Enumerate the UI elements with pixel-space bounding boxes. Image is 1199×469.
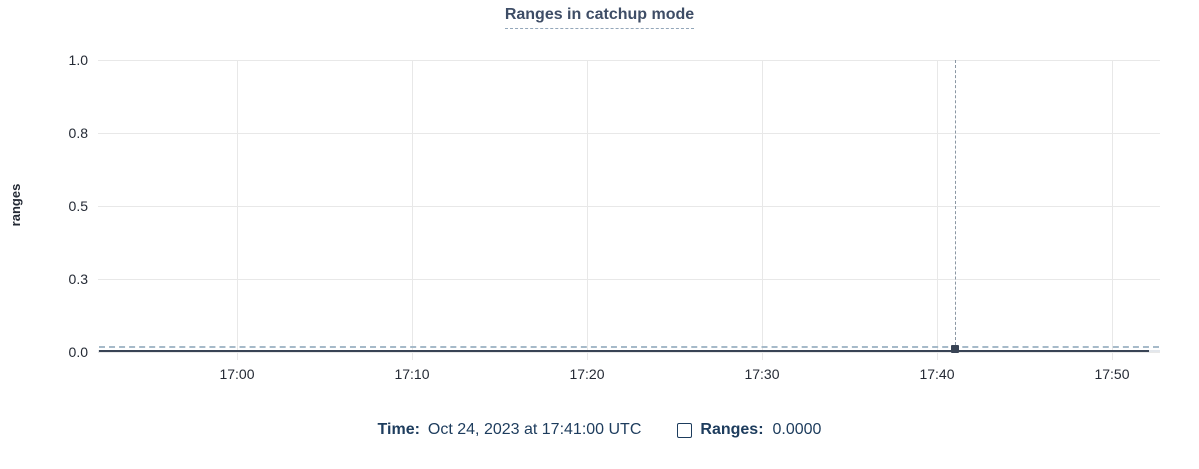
x-tick-mark: [762, 352, 763, 360]
y-tick-label: 0.3: [68, 271, 88, 287]
x-tick-mark: [587, 352, 588, 360]
legend-series-value: 0.0000: [772, 421, 822, 438]
legend-series-label: Ranges:: [700, 421, 764, 438]
y-tick-label: 0.5: [68, 198, 88, 214]
x-tick-label: 17:50: [1094, 366, 1130, 382]
x-tick-mark: [412, 352, 413, 360]
hover-point-dot: [950, 345, 959, 353]
chart-header: Ranges in catchup mode: [0, 6, 1199, 29]
legend-time-value: Oct 24, 2023 at 17:41:00 UTC: [427, 421, 642, 438]
y-tick-label: 1.0: [68, 52, 88, 68]
y-gridline: [98, 60, 1160, 61]
y-gridline: [98, 279, 1160, 280]
x-gridline: [1112, 60, 1113, 352]
x-gridline: [237, 60, 238, 352]
x-gridline: [412, 60, 413, 352]
ranges-checkbox[interactable]: [677, 422, 693, 438]
chart-title[interactable]: Ranges in catchup mode: [504, 6, 695, 29]
hover-crosshair-line: [954, 60, 956, 345]
x-gridline: [937, 60, 938, 352]
x-tick-label: 17:20: [569, 366, 605, 382]
y-tick-label: 0.0: [68, 344, 88, 360]
x-tick-label: 17:30: [744, 366, 780, 382]
x-tick-mark: [1112, 352, 1113, 360]
hover-legend: Time: Oct 24, 2023 at 17:41:00 UTC Range…: [0, 421, 1199, 439]
y-gridline: [98, 133, 1160, 134]
x-tick-label: 17:10: [394, 366, 430, 382]
y-tick-label: 0.8: [68, 125, 88, 141]
x-gridline: [587, 60, 588, 352]
y-gridline: [98, 352, 1160, 353]
y-gridline: [98, 206, 1160, 207]
x-gridline: [762, 60, 763, 352]
ranges-series-line: [98, 346, 1160, 348]
legend-time-label: Time:: [377, 421, 420, 438]
x-tick-mark: [237, 352, 238, 360]
ranges-baseline-line: [98, 350, 1149, 352]
x-tick-label: 17:40: [919, 366, 955, 382]
x-tick-label: 17:00: [219, 366, 255, 382]
x-tick-mark: [937, 352, 938, 360]
